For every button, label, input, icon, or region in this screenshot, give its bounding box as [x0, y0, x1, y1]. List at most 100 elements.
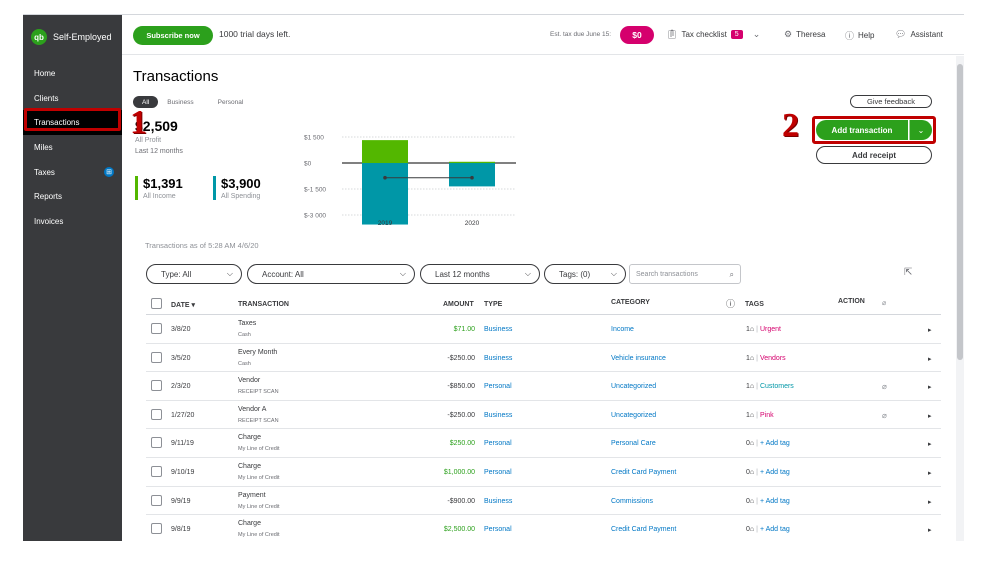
search-input[interactable]: Search transactions ⌕	[629, 264, 741, 284]
scrollbar[interactable]	[956, 56, 964, 541]
table-row[interactable]: 9/10/19 Charge My Line of Credit $1,000.00 P…	[146, 458, 941, 487]
tags-filter[interactable]: Tags: (0) ⌵	[544, 264, 626, 284]
attachment-icon[interactable]: ⌀	[882, 410, 887, 420]
as-of-text: Transactions as of 5:28 AM 4/6/20	[145, 241, 259, 250]
tax-checklist-count: 5	[730, 30, 743, 39]
date-header[interactable]: DATE ▾	[171, 302, 195, 309]
table-row[interactable]: 3/8/20 Taxes Cash $71.00 Business Income 1⌂ | Ur…	[146, 315, 941, 344]
est-tax-label: Est. tax due June 15:	[550, 31, 612, 38]
table-row[interactable]: 2/3/20 Vendor RECEIPT SCAN -$850.00 Personal…	[146, 372, 941, 401]
row-type[interactable]: Personal	[484, 383, 512, 391]
brand[interactable]: qb Self-Employed	[31, 27, 112, 47]
sidebar-item-miles[interactable]: Miles	[23, 135, 122, 160]
add-transaction-dropdown[interactable]: ⌄	[909, 120, 932, 140]
give-feedback-button[interactable]: Give feedback	[850, 95, 932, 108]
income-value: $1,391	[143, 176, 183, 191]
sidebar: qb Self-Employed Home Clients Transactio…	[23, 15, 122, 541]
table-row[interactable]: 9/11/19 Charge My Line of Credit $250.00 Per…	[146, 429, 941, 458]
chevron-right-icon[interactable]: ▸	[928, 441, 932, 449]
row-checkbox[interactable]	[151, 323, 162, 334]
tax-checklist[interactable]: 📋︎ Tax checklist 5 ⌄	[666, 29, 760, 40]
chevron-right-icon[interactable]: ▸	[928, 498, 932, 506]
segment-all[interactable]: All	[133, 96, 159, 108]
row-tag[interactable]: + Add tag	[759, 440, 790, 448]
row-type[interactable]: Personal	[484, 440, 512, 448]
row-category[interactable]: Uncategorized	[611, 383, 657, 391]
tag-icon: ⌂	[749, 411, 755, 419]
row-tag[interactable]: Vendors	[759, 354, 786, 362]
add-transaction-button[interactable]: Add transaction	[816, 120, 908, 140]
row-category[interactable]: Income	[611, 326, 634, 333]
chevron-right-icon[interactable]: ▸	[928, 470, 932, 477]
row-checkbox[interactable]	[151, 380, 162, 392]
row-category[interactable]: Credit Card Payment	[611, 526, 677, 534]
assistant-label: Assistant	[910, 30, 943, 39]
select-all-checkbox[interactable]	[151, 298, 162, 309]
scrollbar-thumb[interactable]	[957, 64, 963, 360]
row-checkbox[interactable]	[151, 494, 162, 506]
row-date: 9/11/19	[171, 440, 194, 448]
chevron-right-icon[interactable]: ▸	[928, 384, 932, 392]
row-category[interactable]: Vehicle insurance	[611, 354, 666, 362]
chevron-right-icon[interactable]: ▸	[928, 327, 932, 334]
row-tag[interactable]: Urgent	[759, 326, 781, 333]
row-transaction-account: My Line of Credit	[238, 532, 280, 539]
sidebar-item-transactions[interactable]: Transactions	[23, 110, 122, 136]
sidebar-item-reports[interactable]: Reports	[23, 184, 122, 209]
row-tag-count: 0⌂ | + Add tag	[746, 469, 790, 476]
add-transaction-highlight-box	[812, 116, 936, 144]
tag-count-value: 0	[746, 497, 750, 505]
row-category[interactable]: Uncategorized	[611, 411, 657, 419]
row-type[interactable]: Business	[484, 497, 513, 505]
type-filter[interactable]: Type: All ⌵	[146, 264, 242, 284]
sidebar-item-home[interactable]: Home	[23, 61, 122, 86]
add-receipt-button[interactable]: Add receipt	[816, 146, 932, 164]
row-checkbox[interactable]	[151, 351, 162, 363]
segment-personal[interactable]: Personal	[217, 98, 244, 106]
export-icon[interactable]: ⇱	[904, 267, 913, 278]
row-checkbox[interactable]	[151, 408, 162, 420]
assistant-button[interactable]: 💬︎ Assistant	[895, 29, 943, 40]
help-button[interactable]: ⓘ Help	[845, 29, 874, 42]
row-type[interactable]: Business	[484, 326, 513, 333]
row-type[interactable]: Personal	[484, 469, 512, 476]
sidebar-item-invoices[interactable]: Invoices	[23, 209, 122, 234]
chevron-right-icon[interactable]: ▸	[928, 355, 932, 363]
row-tag-count: 0⌂ | + Add tag	[746, 526, 790, 533]
attachment-icon[interactable]: ⌀	[882, 382, 887, 392]
row-category[interactable]: Credit Card Payment	[611, 469, 677, 476]
period-filter[interactable]: Last 12 months ⌵	[420, 264, 540, 284]
segment-business[interactable]: Business	[167, 98, 194, 106]
row-type[interactable]: Personal	[484, 526, 512, 534]
row-category[interactable]: Commissions	[611, 497, 654, 505]
sidebar-item-clients[interactable]: Clients	[23, 86, 122, 111]
row-checkbox[interactable]	[151, 466, 162, 477]
amount-header[interactable]: AMOUNT	[443, 301, 474, 308]
row-checkbox[interactable]	[151, 523, 162, 535]
est-tax-value[interactable]: $0	[620, 26, 654, 44]
row-tag[interactable]: + Add tag	[759, 469, 790, 476]
row-type[interactable]: Business	[484, 354, 513, 362]
table-row[interactable]: 9/9/19 Payment My Line of Credit -$900.00 Bu…	[146, 487, 941, 516]
subscribe-button[interactable]: Subscribe now	[133, 26, 213, 45]
row-tag[interactable]: + Add tag	[759, 497, 790, 505]
table-row[interactable]: 9/8/19 Charge My Line of Credit $2,500.00 Pe…	[146, 515, 941, 541]
category-header[interactable]: CATEGORY	[611, 299, 650, 306]
user-menu[interactable]: ⚙ Theresa	[784, 29, 825, 40]
row-tag[interactable]: + Add tag	[759, 526, 790, 534]
row-tag[interactable]: Pink	[759, 411, 774, 419]
row-tag[interactable]: Customers	[759, 383, 794, 391]
row-type[interactable]: Business	[484, 411, 513, 419]
chevron-right-icon[interactable]: ▸	[928, 412, 932, 420]
transaction-header[interactable]: TRANSACTION	[238, 301, 289, 308]
row-transaction-name: Charge	[238, 434, 261, 442]
row-category[interactable]: Personal Care	[611, 440, 656, 448]
chevron-right-icon[interactable]: ▸	[928, 527, 932, 535]
type-header[interactable]: TYPE	[484, 301, 503, 308]
account-filter[interactable]: Account: All ⌵	[247, 264, 415, 284]
table-row[interactable]: 1/27/20 Vendor A RECEIPT SCAN -$250.00 Busin…	[146, 401, 941, 430]
row-checkbox[interactable]	[151, 437, 162, 449]
sidebar-item-taxes[interactable]: Taxes ⊞	[23, 160, 122, 185]
help-icon[interactable]: ⓘ	[726, 299, 736, 309]
table-row[interactable]: 3/5/20 Every Month Cash -$250.00 Business Veh…	[146, 344, 941, 373]
